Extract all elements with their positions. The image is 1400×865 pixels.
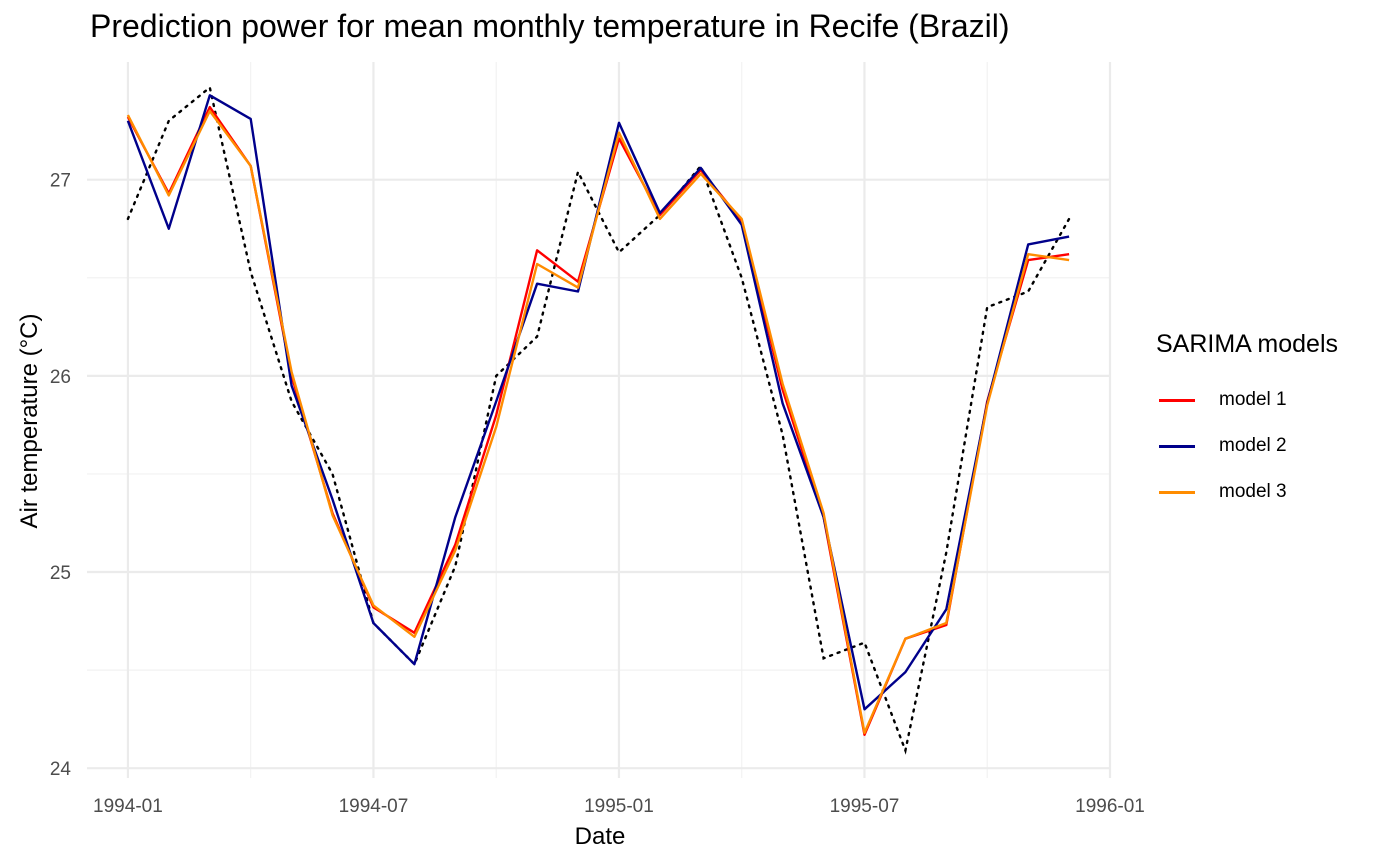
legend-title: SARIMA models bbox=[1156, 330, 1339, 358]
minor-gridlines bbox=[87, 62, 1110, 778]
series-line-model-3 bbox=[126, 109, 1070, 735]
series-line-model-2 bbox=[126, 94, 1070, 711]
x-tick-label: 1996-01 bbox=[1075, 796, 1145, 817]
legend-item-model-1: model 1 bbox=[1156, 377, 1338, 423]
legend: SARIMA models model 1 model 2 model 3 bbox=[1156, 330, 1338, 515]
y-axis-ticks: 24 25 26 27 bbox=[50, 171, 72, 780]
x-tick-label: 1994-01 bbox=[93, 796, 163, 817]
legend-swatch-model-3 bbox=[1159, 490, 1195, 494]
x-tick-label: 1995-07 bbox=[830, 796, 900, 817]
y-tick-label: 27 bbox=[50, 171, 71, 192]
series-layer bbox=[126, 85, 1071, 755]
legend-item-model-3: model 3 bbox=[1156, 469, 1338, 515]
major-gridlines bbox=[87, 62, 1112, 778]
observed-series-line bbox=[126, 85, 1071, 755]
y-tick-label: 26 bbox=[50, 367, 71, 388]
x-axis-ticks: 1994-01 1994-07 1995-01 1995-07 1996-01 bbox=[93, 796, 1145, 817]
chart-title: Prediction power for mean monthly temper… bbox=[90, 8, 1010, 44]
legend-label-model-2: model 2 bbox=[1219, 435, 1287, 456]
x-tick-label: 1995-01 bbox=[584, 796, 654, 817]
x-axis-title: Date bbox=[575, 823, 626, 850]
legend-item-model-2: model 2 bbox=[1156, 423, 1338, 469]
x-tick-label: 1994-07 bbox=[339, 796, 409, 817]
legend-label-model-3: model 3 bbox=[1219, 481, 1287, 502]
y-axis-title: Air temperature (°C) bbox=[16, 314, 43, 529]
legend-swatch-model-2 bbox=[1159, 444, 1195, 448]
legend-swatch-model-1 bbox=[1159, 398, 1195, 402]
y-tick-label: 24 bbox=[50, 759, 72, 780]
legend-label-model-1: model 1 bbox=[1219, 389, 1287, 410]
y-tick-label: 25 bbox=[50, 563, 71, 584]
